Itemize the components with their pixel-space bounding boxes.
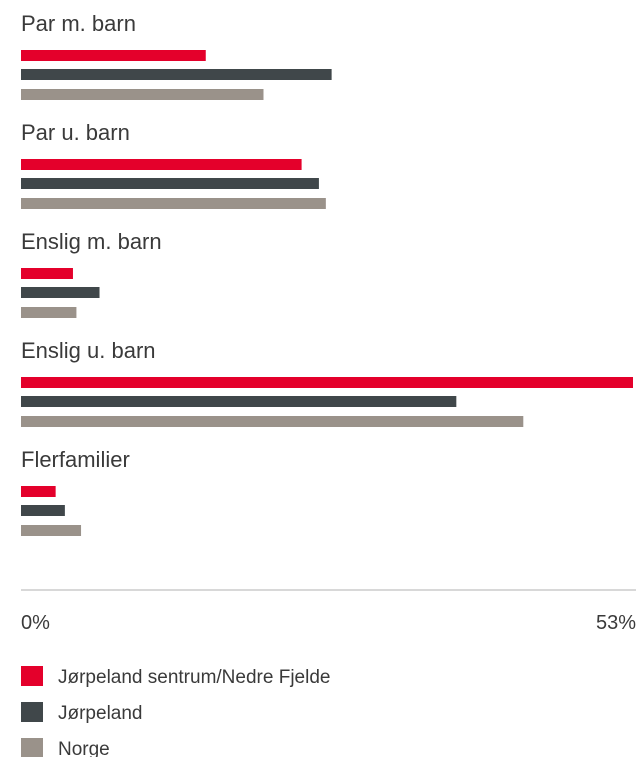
category-label: Par m. barn: [21, 11, 136, 36]
legend: Jørpeland sentrum/Nedre Fjelde Jørpeland N…: [21, 666, 330, 757]
legend-label: Jørpeland sentrum/Nedre Fjelde: [58, 667, 330, 688]
bar: [21, 416, 524, 427]
legend-swatch: [21, 738, 43, 757]
legend-label: Norge: [58, 739, 110, 757]
category-label: Flerfamilier: [21, 447, 130, 472]
legend-swatch: [21, 666, 43, 686]
bar: [21, 89, 264, 100]
bar: [21, 69, 332, 80]
x-tick-label-min: 0%: [21, 612, 50, 634]
bar: [21, 505, 65, 516]
bar: [21, 377, 633, 388]
category-label: Par u. barn: [21, 120, 130, 145]
bar: [21, 396, 457, 407]
bar: [21, 268, 73, 279]
legend-label: Jørpeland: [58, 703, 143, 724]
x-tick-label-max: 53%: [596, 612, 636, 634]
bar: [21, 198, 326, 209]
bar: [21, 287, 100, 298]
bar: [21, 307, 77, 318]
bar: [21, 525, 82, 536]
category-label: Enslig u. barn: [21, 338, 156, 363]
bar: [21, 178, 319, 189]
category-label: Enslig m. barn: [21, 229, 162, 254]
bar: [21, 486, 56, 497]
bar: [21, 159, 302, 170]
bar: [21, 50, 206, 61]
legend-swatch: [21, 702, 43, 722]
plot-area: Par m. barn Par u. barn Enslig m. barn Ensl…: [21, 11, 633, 536]
